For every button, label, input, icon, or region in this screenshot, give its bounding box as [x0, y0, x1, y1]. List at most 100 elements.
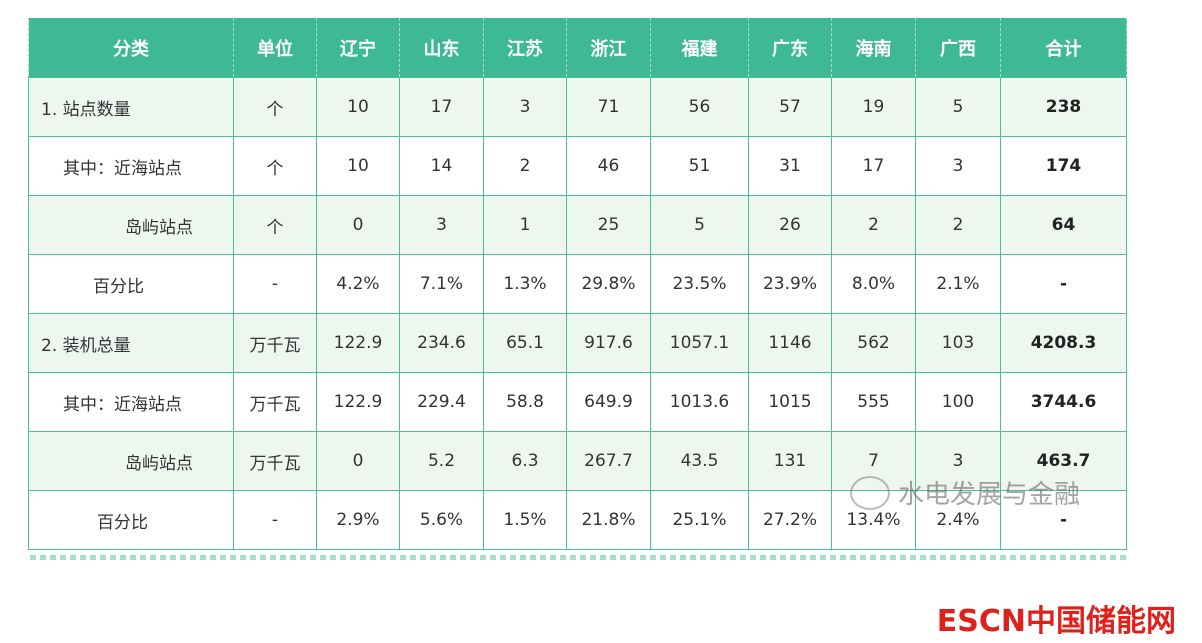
table-cell: 岛屿站点: [28, 195, 234, 255]
header-cell: 浙江: [566, 18, 651, 78]
table-cell: 122.9: [316, 313, 400, 373]
table-cell: 百分比: [28, 254, 234, 314]
table-cell: 174: [1000, 136, 1127, 196]
table-row: 其中：近海站点 万千瓦 122.9 229.4 58.8 649.9 1013.6 1015 5…: [28, 372, 1127, 432]
table-cell: -: [1000, 254, 1127, 314]
table-cell: 岛屿站点: [28, 431, 234, 491]
table-cell: 1. 站点数量: [28, 77, 234, 137]
table-cell: 122.9: [316, 372, 400, 432]
table-cell: 555: [831, 372, 916, 432]
table-cell: 5.2: [399, 431, 484, 491]
table-cell: 7.1%: [399, 254, 484, 314]
table-cell: 1.5%: [483, 490, 567, 550]
table-cell: 17: [399, 77, 484, 137]
header-cell: 福建: [650, 18, 749, 78]
header-cell: 辽宁: [316, 18, 400, 78]
header-cell: 分类: [28, 18, 234, 78]
table-cell: 14: [399, 136, 484, 196]
data-table: 分类 单位 辽宁 山东 江苏 浙江 福建 广东 海南 广西 合计 1. 站点数量个 10 17 3 71 56…: [28, 18, 1127, 550]
table-cell: 23.9%: [748, 254, 832, 314]
header-row: 分类 单位 辽宁 山东 江苏 浙江 福建 广东 海南 广西 合计: [28, 18, 1127, 78]
table-cell: 万千瓦: [233, 431, 317, 491]
table-cell: 万千瓦: [233, 313, 317, 373]
table-cell: 43.5: [650, 431, 749, 491]
table-row: 2. 装机总量 万千瓦 122.9 234.6 65.1 917.6 1057.1 1146 5…: [28, 313, 1127, 373]
table-row: 百分比 -4.2% 7.1% 1.3% 29.8% 23.5% 23.9% 8.0% 2.1% -: [28, 254, 1127, 314]
logo-brand: ESCN: [936, 604, 1026, 639]
table-cell: 2: [915, 195, 1001, 255]
table-cell: 其中：近海站点: [28, 136, 234, 196]
table-cell: 71: [566, 77, 651, 137]
table-row: 1. 站点数量个 10 17 3 71 56 57 19 5 238: [28, 77, 1127, 137]
table-cell: 27.2%: [748, 490, 832, 550]
table-cell: 5: [650, 195, 749, 255]
watermark-text: 水电发展与金融: [898, 480, 1081, 510]
table-cell: 0: [316, 431, 400, 491]
table-cell: -: [233, 254, 317, 314]
table-cell: 2. 装机总量: [28, 313, 234, 373]
table-cell: 6.3: [483, 431, 567, 491]
table-cell: 649.9: [566, 372, 651, 432]
table-cell: 562: [831, 313, 916, 373]
table-cell: 917.6: [566, 313, 651, 373]
table-cell: 个: [233, 195, 317, 255]
table-cell: 238: [1000, 77, 1127, 137]
table-cell: 21.8%: [566, 490, 651, 550]
logo: ESCN中国储能网: [937, 596, 1176, 640]
table-cell: 3: [483, 77, 567, 137]
table-cell: 1013.6: [650, 372, 749, 432]
table-cell: 1015: [748, 372, 832, 432]
table-cell: -: [233, 490, 317, 550]
header-cell: 广西: [915, 18, 1001, 78]
table-cell: -: [1000, 490, 1127, 550]
divider: [30, 555, 1126, 560]
table-cell: 10: [316, 77, 400, 137]
table-cell: 5.6%: [399, 490, 484, 550]
table-cell: 25.1%: [650, 490, 749, 550]
table-cell: 个: [233, 77, 317, 137]
table-cell: 267.7: [566, 431, 651, 491]
table-cell: 25: [566, 195, 651, 255]
table-cell: 1: [483, 195, 567, 255]
table-cell: 0: [316, 195, 400, 255]
table-cell: 3: [915, 136, 1001, 196]
table-cell: 17: [831, 136, 916, 196]
table-cell: 个: [233, 136, 317, 196]
table-cell: 3: [399, 195, 484, 255]
table-cell: 463.7: [1000, 431, 1127, 491]
table-cell: 19: [831, 77, 916, 137]
table-cell: 1.3%: [483, 254, 567, 314]
table-cell: 65.1: [483, 313, 567, 373]
table-cell: 5: [915, 77, 1001, 137]
table-cell: 百分比: [28, 490, 234, 550]
header-cell: 单位: [233, 18, 317, 78]
watermark: 水电发展与金融: [850, 474, 1080, 511]
table-cell: 229.4: [399, 372, 484, 432]
table-cell: 2.4%: [915, 490, 1001, 550]
table-cell: 57: [748, 77, 832, 137]
table-cell: 46: [566, 136, 651, 196]
table-cell: 234.6: [399, 313, 484, 373]
logo-name: 中国储能网: [1026, 604, 1176, 639]
table-cell: 8.0%: [831, 254, 916, 314]
table-cell: 64: [1000, 195, 1127, 255]
table-cell: 4208.3: [1000, 313, 1127, 373]
watermark-icon: [850, 475, 890, 510]
table-cell: 2: [831, 195, 916, 255]
header-cell: 广东: [748, 18, 832, 78]
table-cell: 58.8: [483, 372, 567, 432]
table-row: 岛屿站点个 0 3 1 25 5 26 2 2 64: [28, 195, 1127, 255]
table-cell: 10: [316, 136, 400, 196]
header-cell: 海南: [831, 18, 916, 78]
table-cell: 131: [748, 431, 832, 491]
table-cell: 2: [483, 136, 567, 196]
table-cell: 2.1%: [915, 254, 1001, 314]
table-cell: 103: [915, 313, 1001, 373]
table-cell: 4.2%: [316, 254, 400, 314]
table-cell: 23.5%: [650, 254, 749, 314]
table-cell: 其中：近海站点: [28, 372, 234, 432]
table-row: 百分比 -2.9% 5.6% 1.5% 21.8% 25.1% 27.2% 13.4% 2.4%…: [28, 490, 1127, 550]
header-cell: 江苏: [483, 18, 567, 78]
header-cell: 山东: [399, 18, 484, 78]
